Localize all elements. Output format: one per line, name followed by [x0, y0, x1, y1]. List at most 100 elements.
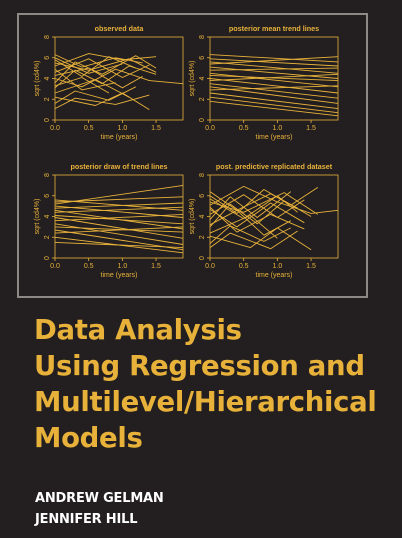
- title-line: Multilevel/Hierarchical: [34, 386, 377, 418]
- y-tick-label: 6: [199, 194, 206, 198]
- y-tick-label: 2: [44, 235, 51, 239]
- y-tick-label: 2: [199, 235, 206, 239]
- title-line: Data Analysis: [34, 314, 242, 346]
- y-tick-label: 2: [44, 97, 51, 101]
- y-tick-label: 6: [44, 56, 51, 60]
- series-line: [209, 227, 312, 251]
- y-tick-label: 8: [44, 173, 51, 177]
- series-line: [209, 67, 339, 71]
- series-line: [54, 86, 137, 104]
- series-line: [54, 67, 143, 89]
- series-line: [54, 213, 184, 222]
- x-tick-label: 1.5: [306, 263, 316, 270]
- author-name: ANDREW GELMAN: [35, 491, 164, 506]
- series-line: [209, 195, 298, 220]
- series-line: [54, 206, 184, 213]
- y-tick-label: 0: [44, 256, 51, 260]
- x-axis-label: time (years): [256, 272, 293, 279]
- series-line: [209, 72, 339, 88]
- x-tick-label: 0.0: [50, 263, 60, 270]
- x-tick-label: 0.0: [50, 125, 60, 132]
- series-line: [209, 215, 278, 239]
- series-line: [209, 192, 319, 215]
- series-line: [54, 68, 184, 88]
- x-tick-label: 0.5: [239, 125, 249, 132]
- series-line: [209, 74, 339, 82]
- chart-panel: post. predictive replicated dataset 0.0 0.…: [189, 162, 339, 279]
- series-line: [54, 223, 184, 245]
- y-tick-label: 0: [44, 118, 51, 122]
- x-tick-label: 1.5: [306, 125, 316, 132]
- panel-title: posterior draw of trend lines: [70, 162, 167, 171]
- title-line: Models: [34, 422, 143, 454]
- author-name: JENNIFER HILL: [35, 512, 138, 527]
- series-line: [54, 53, 157, 67]
- series-line: [54, 199, 184, 211]
- series-line: [54, 215, 184, 225]
- series-line: [54, 196, 184, 203]
- x-tick-label: 0.0: [205, 263, 215, 270]
- y-tick-label: 8: [44, 35, 51, 39]
- series-line: [209, 209, 292, 236]
- y-tick-label: 2: [199, 97, 206, 101]
- series-line: [54, 94, 150, 110]
- series-line: [209, 78, 339, 94]
- author-list: ANDREW GELMAN JENNIFER HILL: [35, 488, 164, 530]
- series-line: [209, 73, 339, 82]
- series-line: [54, 58, 157, 73]
- series-line: [209, 54, 339, 63]
- series-line: [209, 96, 339, 114]
- x-axis-label: time (years): [101, 272, 138, 279]
- x-tick-label: 0.5: [239, 263, 249, 270]
- series-line: [209, 206, 305, 233]
- series-line: [209, 187, 319, 214]
- book-title: Data Analysis Using Regression and Multi…: [34, 312, 394, 456]
- y-tick-label: 4: [199, 76, 206, 80]
- series-line: [54, 55, 157, 84]
- x-tick-label: 0.5: [84, 125, 94, 132]
- y-tick-label: 4: [44, 214, 51, 218]
- series-line: [54, 92, 150, 110]
- series-line: [209, 100, 339, 117]
- series-line: [209, 194, 305, 218]
- panel-title: posterior mean trend lines: [229, 24, 319, 33]
- x-tick-label: 1.0: [118, 263, 128, 270]
- series-line: [209, 58, 339, 67]
- y-tick-label: 8: [199, 173, 206, 177]
- x-tick-label: 1.0: [118, 125, 128, 132]
- y-tick-label: 0: [199, 118, 206, 122]
- series-line: [54, 202, 184, 209]
- y-tick-label: 4: [199, 214, 206, 218]
- x-tick-label: 1.5: [151, 125, 161, 132]
- series-line: [209, 85, 339, 91]
- plot-area: [209, 174, 339, 259]
- series-line: [54, 241, 184, 249]
- x-tick-label: 0.5: [84, 263, 94, 270]
- series-line: [209, 61, 339, 74]
- series-line: [54, 217, 184, 239]
- series-line: [209, 230, 298, 250]
- panel-title: observed data: [95, 24, 145, 33]
- figure-frame: [17, 13, 368, 298]
- y-tick-label: 6: [199, 56, 206, 60]
- series-line: [54, 77, 110, 94]
- x-tick-label: 1.5: [151, 263, 161, 270]
- y-axis-label: sqrt (cd4%): [189, 199, 196, 235]
- plot-area: [209, 36, 339, 121]
- series-line: [54, 57, 123, 74]
- figure-panels: observed data 0.0 0.5 1.0 1.5 0 2 4 6 8 time (year…: [34, 24, 339, 279]
- x-axis-label: time (years): [101, 134, 138, 141]
- x-tick-label: 1.0: [273, 263, 283, 270]
- x-axis-label: time (years): [256, 134, 293, 141]
- series-line: [209, 225, 292, 244]
- series-line: [209, 191, 292, 220]
- y-axis-label: sqrt (cd4%): [34, 199, 41, 235]
- y-axis-label: sqrt (cd4%): [34, 61, 41, 97]
- series-line: [54, 56, 136, 77]
- x-tick-label: 1.0: [273, 125, 283, 132]
- series-line: [209, 92, 339, 110]
- series-line: [54, 65, 157, 89]
- y-tick-label: 8: [199, 35, 206, 39]
- chart-panel: posterior mean trend lines 0.0 0.5 1.0 1.5 0 2…: [189, 24, 339, 141]
- series-line: [209, 200, 312, 228]
